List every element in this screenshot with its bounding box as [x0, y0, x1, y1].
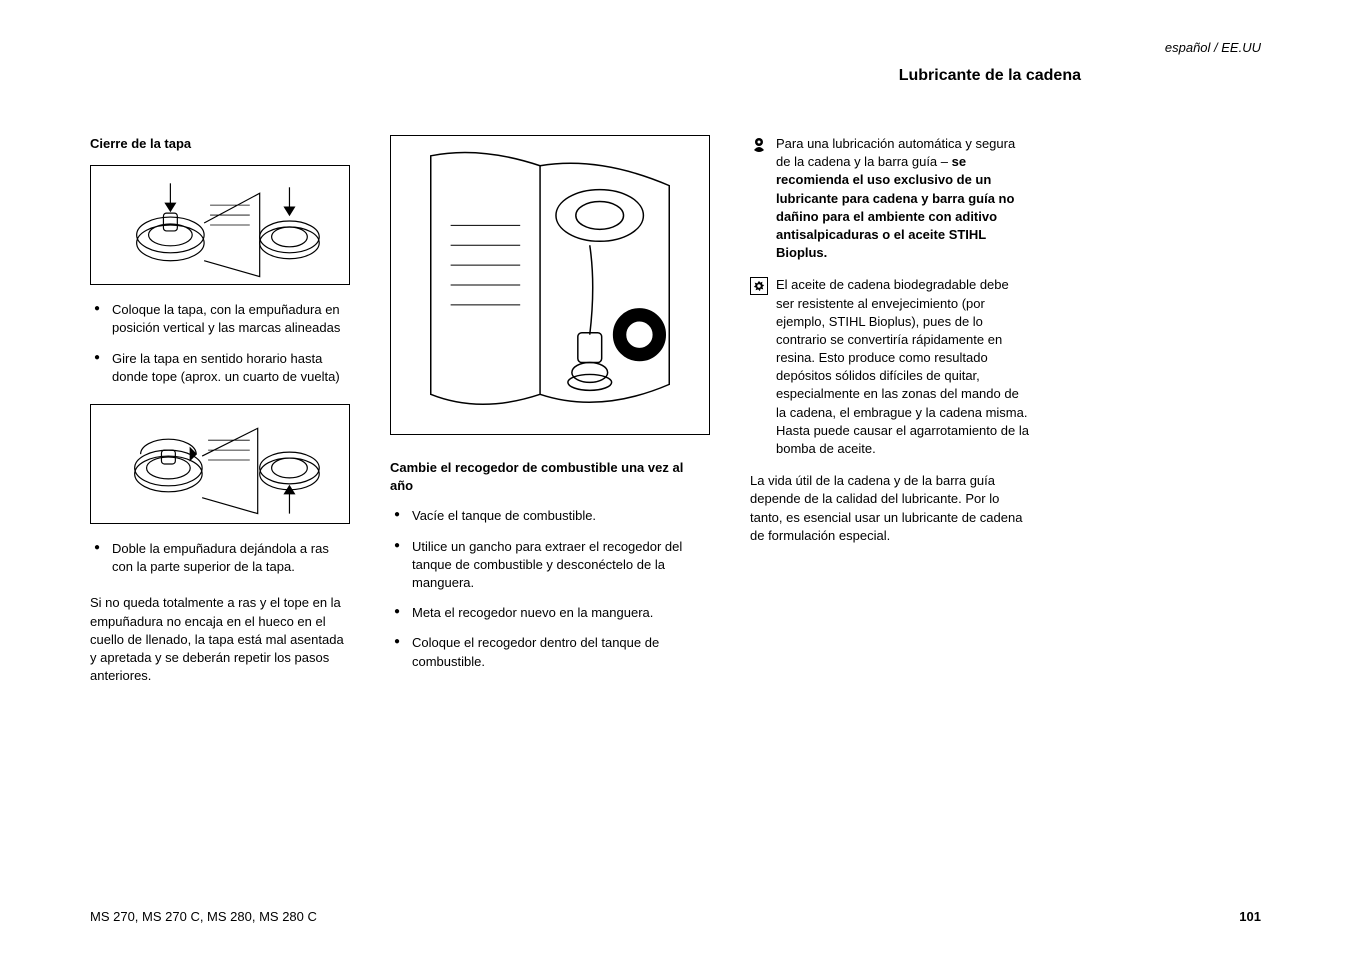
col2-heading: Cambie el recogedor de combustible una v…	[390, 459, 710, 495]
list-item: Meta el recogedor nuevo en la manguera.	[390, 604, 710, 622]
footer-models: MS 270, MS 270 C, MS 280, MS 280 C	[90, 909, 317, 924]
list-item: Coloque el recogedor dentro del tanque d…	[390, 634, 710, 670]
para-eco-text: Para una lubricación automática y segura…	[776, 135, 1030, 262]
figure-fuel-pickup	[390, 135, 710, 435]
col1-bullets-2: Doble la empuñadura dejándola a ras con …	[90, 540, 350, 576]
para1-bold: se recomienda el uso exclusivo de un lub…	[776, 154, 1014, 260]
content-columns: Cierre de la tapa	[90, 135, 1261, 699]
footer-page-number: 101	[1239, 909, 1261, 924]
figure-cap-top	[90, 165, 350, 285]
header-language: español / EE.UU	[90, 40, 1261, 55]
para3-text: La vida útil de la cadena y de la barra …	[750, 472, 1030, 545]
col2-bullets: Vacíe el tanque de combustible. Utilice …	[390, 507, 710, 670]
list-item: Vacíe el tanque de combustible.	[390, 507, 710, 525]
cap-arrows-down-illustration	[91, 165, 349, 285]
column-3: Para una lubricación automática y segura…	[750, 135, 1030, 559]
gear-box-icon	[750, 277, 768, 295]
list-item: Doble la empuñadura dejándola a ras con …	[90, 540, 350, 576]
list-item: Gire la tapa en sentido horario hasta do…	[90, 350, 350, 386]
column-1: Cierre de la tapa	[90, 135, 350, 699]
gear-leaf-icon	[750, 136, 768, 154]
page-footer: MS 270, MS 270 C, MS 280, MS 280 C 101	[90, 909, 1261, 924]
para2-text: El aceite de cadena biodegradable debe s…	[776, 276, 1030, 458]
para1-pre: Para una lubricación automática y segura…	[776, 136, 1015, 169]
list-item: Coloque la tapa, con la empuñadura en po…	[90, 301, 350, 337]
cap-rotate-illustration	[91, 404, 349, 524]
section-title: Lubricante de la cadena	[90, 67, 1261, 85]
para-bio: El aceite de cadena biodegradable debe s…	[750, 276, 1030, 458]
col1-heading: Cierre de la tapa	[90, 135, 350, 153]
figure-cap-rotate	[90, 404, 350, 524]
col1-bullets-1: Coloque la tapa, con la empuñadura en po…	[90, 301, 350, 386]
list-item: Utilice un gancho para extraer el recoge…	[390, 538, 710, 593]
column-2: Cambie el recogedor de combustible una v…	[390, 135, 710, 689]
fuel-pickup-illustration	[391, 135, 709, 435]
col1-closing: Si no queda totalmente a ras y el tope e…	[90, 594, 350, 685]
para-eco: Para una lubricación automática y segura…	[750, 135, 1030, 262]
